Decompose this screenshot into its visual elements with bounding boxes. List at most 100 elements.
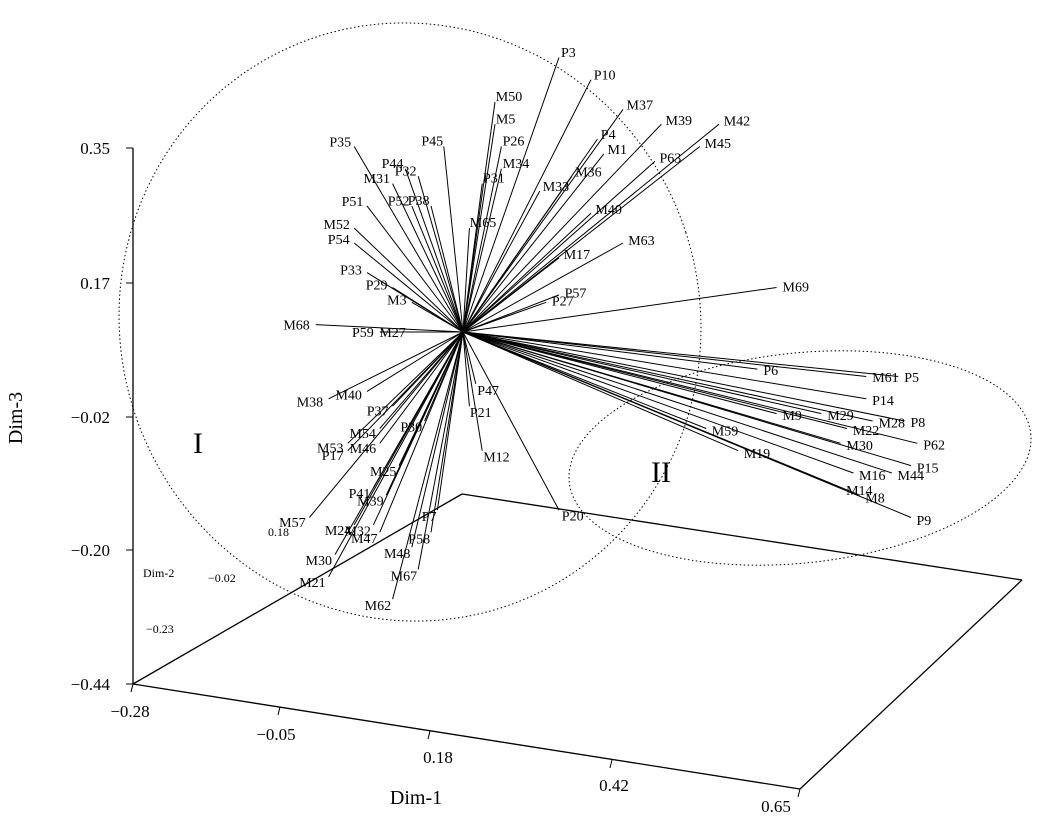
loading-vector — [366, 331, 464, 392]
vector-label: M30 — [846, 439, 872, 454]
loading-vector — [462, 160, 656, 333]
vector-label: M53 — [317, 442, 343, 457]
loading-vector — [462, 331, 707, 429]
dim1-tick-mark — [609, 759, 613, 769]
vector-label: M68 — [283, 318, 309, 333]
vector-label: M34 — [503, 157, 529, 172]
loading-vector — [328, 331, 464, 400]
loading-vector — [309, 331, 464, 518]
loading-vector — [462, 331, 470, 407]
vector-label: M28 — [879, 416, 905, 431]
vector-label: P26 — [503, 135, 525, 150]
vector-label: M65 — [470, 216, 496, 231]
loading-vector — [462, 257, 560, 333]
loading-vector — [353, 227, 464, 333]
loading-vector — [462, 331, 822, 415]
dim1-tick-label: 0.18 — [423, 748, 453, 767]
vector-label: M16 — [859, 469, 885, 484]
dim2-tick-label: −0.02 — [208, 571, 236, 585]
vector-label: M17 — [564, 248, 590, 263]
vector-label: P29 — [366, 278, 388, 293]
loading-vector — [462, 331, 899, 377]
vector-label: P35 — [329, 135, 351, 150]
loading-vector — [411, 301, 464, 333]
vector-label: M40 — [335, 389, 361, 404]
vector-label: P41 — [349, 487, 371, 502]
vector-label: P44 — [382, 157, 404, 172]
vector-label: M9 — [782, 409, 801, 424]
loading-vector — [462, 168, 502, 333]
loading-vector — [462, 331, 867, 400]
vector-label: P5 — [904, 371, 919, 386]
group-label-i: I — [193, 427, 203, 460]
dim3-tick-label: 0.35 — [80, 139, 110, 158]
vector-label: M61 — [872, 371, 898, 386]
vector-label: M59 — [712, 425, 738, 440]
loading-vector — [334, 331, 464, 555]
dim2-axis — [132, 493, 463, 685]
vector-label: M12 — [483, 451, 509, 466]
vector-label: P52 — [388, 194, 410, 209]
vector-label: M46 — [350, 442, 376, 457]
vector-label: P33 — [340, 264, 362, 279]
loading-vector — [462, 153, 605, 333]
vector-label: P10 — [594, 68, 616, 83]
loading-vector — [417, 176, 464, 333]
vector-label: P54 — [328, 233, 350, 248]
dim3-tick-label: −0.44 — [71, 675, 111, 694]
group-label-ii: II — [651, 456, 671, 489]
loading-vector — [392, 331, 464, 600]
vector-label: M22 — [853, 424, 879, 439]
loading-vector — [462, 331, 867, 377]
vector-label: M36 — [575, 165, 601, 180]
loading-vector — [462, 190, 541, 333]
vector-label: P37 — [367, 405, 389, 420]
vector-label: M3 — [387, 293, 406, 308]
loading-vector — [353, 146, 464, 333]
loading-vector — [462, 301, 547, 333]
vector-label: M38 — [297, 395, 323, 410]
vector-label: M30 — [306, 554, 332, 569]
loading-vector — [462, 331, 892, 474]
vector-label: M54 — [349, 427, 375, 442]
vector-label: M48 — [384, 547, 410, 562]
dim1-tick-mark — [277, 706, 281, 716]
vector-label: M63 — [628, 234, 654, 249]
vector-label: M62 — [365, 599, 391, 614]
vector-label: M14 — [846, 484, 872, 499]
vector-label: M31 — [364, 172, 390, 187]
loading-vector — [462, 331, 758, 370]
vector-label: M19 — [744, 447, 770, 462]
vector-label: P57 — [565, 287, 587, 302]
vector-label: P30 — [400, 421, 422, 436]
loading-vector — [443, 146, 464, 333]
vector-label: M67 — [391, 569, 417, 584]
vector-label: M39 — [666, 114, 692, 129]
loading-vector — [462, 331, 912, 518]
vector-label: P9 — [917, 514, 932, 529]
vector-label: P6 — [763, 364, 778, 379]
loading-vector — [462, 123, 720, 333]
loading-vector — [462, 331, 912, 467]
loading-vector — [462, 57, 560, 333]
dim2-tick-label: 0.18 — [268, 525, 289, 539]
group-ellipse-i — [118, 22, 702, 622]
loading-vector — [347, 331, 464, 452]
loading-vector — [353, 242, 464, 333]
vector-label: M21 — [299, 576, 325, 591]
loading-vector — [392, 183, 464, 333]
vector-label: M45 — [705, 137, 731, 152]
loading-vector — [462, 109, 624, 333]
vector-label: P21 — [470, 406, 492, 421]
loading-vector — [462, 287, 777, 333]
vector-label: M5 — [496, 112, 515, 127]
vector-label: M42 — [724, 115, 750, 130]
loading-vector — [315, 324, 464, 333]
vector-label: P27 — [552, 294, 574, 309]
vector-label: P62 — [923, 439, 945, 454]
vector-label: P38 — [408, 194, 430, 209]
dim2-axis-title: Dim-2 — [143, 566, 174, 580]
floor-right-edge — [799, 579, 1023, 790]
dim1-tick-label: −0.05 — [256, 725, 295, 744]
